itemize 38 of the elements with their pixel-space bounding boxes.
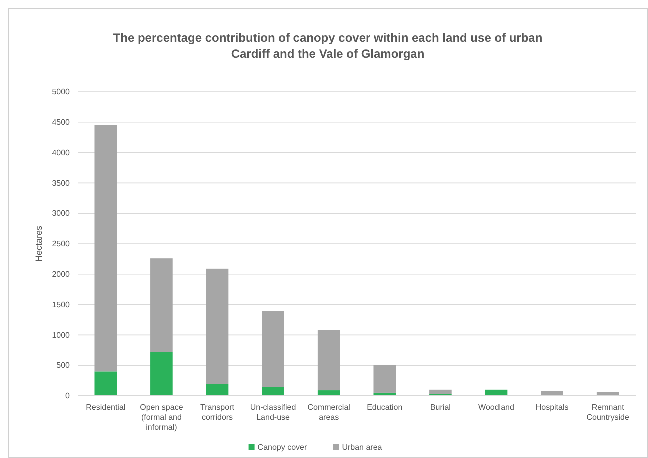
x-tick-label: Remnant Countryside (586, 403, 630, 422)
y-tick-label: 4500 (52, 118, 71, 127)
y-tick-label: 1500 (52, 300, 71, 310)
bar (262, 387, 284, 396)
x-tick-label: Residential (86, 403, 126, 412)
x-tick-label: Transport corridors (200, 403, 236, 422)
legend-label: Urban area (342, 443, 383, 452)
chart-title: The percentage contribution of canopy cover within each land use of urban Cardiff and the Vale of Glamorgan (113, 31, 543, 61)
y-axis-title: Hectares (34, 225, 44, 262)
bar (430, 390, 452, 394)
x-tick-label: Burial (430, 403, 452, 412)
bar (541, 391, 564, 396)
bar (318, 390, 340, 396)
y-tick-label: 2000 (52, 270, 71, 279)
bar (94, 372, 118, 396)
x-tick-label: Commercial areas (308, 403, 351, 422)
bar (206, 384, 229, 396)
x-tick-label: Un-classified Land-use (250, 403, 296, 422)
x-tick-label: Open space (formal and informal) (140, 403, 184, 432)
x-tick-label: Hospitals (536, 403, 569, 412)
bar (150, 352, 173, 396)
bar (206, 268, 229, 384)
y-tick-label: 5000 (52, 88, 71, 97)
legend-label: Canopy cover (258, 443, 308, 452)
bar (150, 258, 173, 352)
bar (262, 311, 284, 388)
y-tick-label: 2500 (52, 240, 71, 249)
y-tick-label: 3000 (52, 209, 71, 218)
y-tick-label: 1000 (52, 330, 71, 340)
bar (318, 330, 340, 391)
bar (374, 364, 396, 393)
y-tick-label: 3500 (52, 178, 71, 188)
bar (94, 125, 118, 372)
x-tick-label: Woodland (478, 403, 514, 412)
y-tick-label: 4000 (52, 148, 71, 158)
y-tick-label: 0 (66, 392, 71, 401)
y-tick-label: 500 (56, 361, 71, 370)
x-tick-label: Education (367, 403, 403, 412)
